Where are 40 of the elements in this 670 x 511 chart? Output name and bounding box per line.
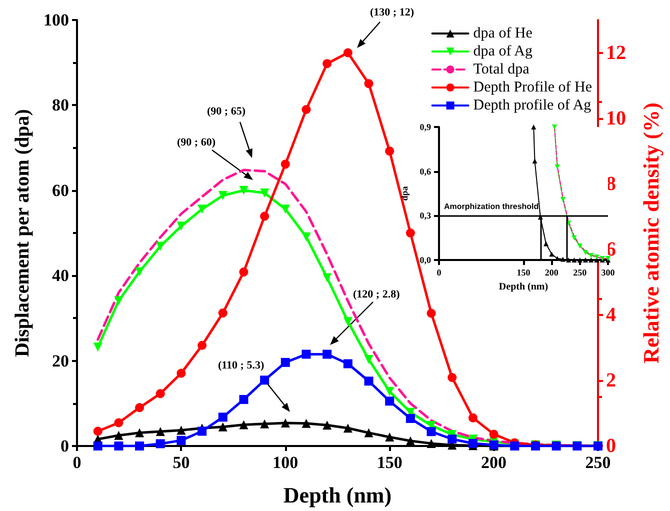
y-tick-label: 60 xyxy=(52,180,69,200)
y-tick-label: 0,0 xyxy=(420,255,432,265)
legend-label: Total dpa xyxy=(473,62,530,78)
ref-line-label: Amorphization threshold xyxy=(444,202,539,212)
x-tick-label: 200 xyxy=(544,268,559,278)
y-axis-title: Displacement per atom (dpa) xyxy=(12,109,34,357)
annotation: (90 ; 60) xyxy=(177,136,216,148)
x-tick-label: 250 xyxy=(573,268,588,278)
x-tick-label: 0 xyxy=(436,268,442,278)
y-axis-title: dpa xyxy=(399,186,410,201)
y2-axis-title: Relative atomic density (%) xyxy=(638,102,664,364)
y2-tick-label: 12 xyxy=(606,42,626,64)
x-tick-label: 300 xyxy=(601,268,616,278)
x-axis-title: Depth (nm) xyxy=(283,482,392,508)
text: (130 ; 12) xyxy=(370,6,414,18)
y-tick-label: 20 xyxy=(52,351,69,370)
x-tick-label: 150 xyxy=(516,268,531,278)
x-tick-label: 0 xyxy=(72,453,82,472)
x-tick-label: 100 xyxy=(272,453,298,472)
y-tick-label: 0,6 xyxy=(420,166,432,176)
x-tick-label: 50 xyxy=(172,453,190,472)
y-tick-label: 40 xyxy=(52,266,69,286)
annotation: (120 ; 2.8) xyxy=(353,288,400,300)
x-tick-label: 150 xyxy=(376,453,402,472)
y-tick-label: 0 xyxy=(60,436,69,456)
legend-label: dpa of Ag xyxy=(473,44,533,60)
legend-label: Depth Profile of He xyxy=(473,80,592,96)
annotation: (90 ; 65) xyxy=(207,106,246,118)
x-axis-title: Depth (nm) xyxy=(498,281,548,292)
y2-tick-label: 2 xyxy=(606,369,616,392)
legend-label: Depth profile of Ag xyxy=(473,98,592,114)
y-tick-label: 80 xyxy=(52,96,69,115)
annotation: (110 ; 5.3) xyxy=(218,360,264,372)
y-tick-label: 0,9 xyxy=(420,122,432,132)
x-tick-label: 200 xyxy=(481,453,507,472)
y-tick-label: 100 xyxy=(44,10,69,30)
y2-tick-label: 10 xyxy=(606,107,626,130)
legend-label: dpa of He xyxy=(473,26,533,42)
y-tick-label: 0,3 xyxy=(420,210,432,221)
y2-tick-label: 4 xyxy=(606,304,616,326)
